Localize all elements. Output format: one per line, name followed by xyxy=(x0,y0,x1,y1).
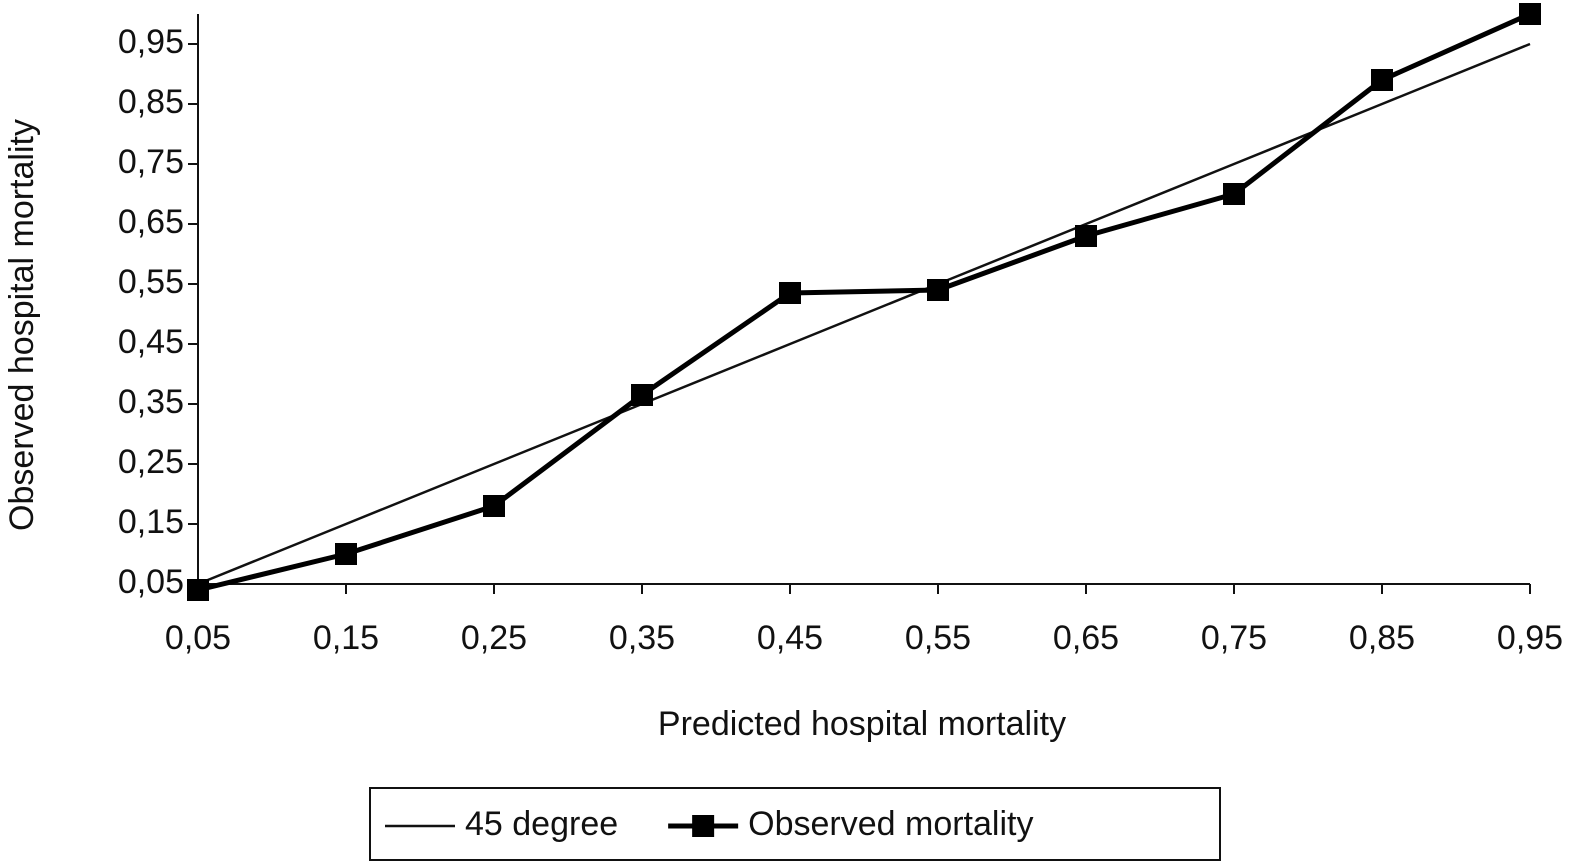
legend-label: Observed mortality xyxy=(748,805,1033,843)
marker xyxy=(1371,69,1393,91)
x-tick-label: 0,75 xyxy=(1201,619,1267,657)
marker xyxy=(927,279,949,301)
y-tick-label: 0,05 xyxy=(118,563,184,601)
x-tick-label: 0,05 xyxy=(165,619,231,657)
marker xyxy=(187,579,209,601)
marker xyxy=(1519,3,1541,25)
y-tick-label: 0,85 xyxy=(118,83,184,121)
y-tick-label: 0,75 xyxy=(118,143,184,181)
marker xyxy=(335,543,357,565)
marker xyxy=(483,495,505,517)
x-tick-label: 0,25 xyxy=(461,619,527,657)
legend-label: 45 degree xyxy=(465,805,618,843)
x-tick-label: 0,55 xyxy=(905,619,971,657)
y-tick-label: 0,55 xyxy=(118,263,184,301)
x-tick-label: 0,45 xyxy=(757,619,823,657)
x-tick-label: 0,85 xyxy=(1349,619,1415,657)
y-tick-label: 0,95 xyxy=(118,23,184,61)
x-tick-label: 0,15 xyxy=(313,619,379,657)
marker xyxy=(1075,225,1097,247)
y-axis-title: Observed hospital mortality xyxy=(3,119,41,531)
legend-marker xyxy=(692,815,715,837)
marker xyxy=(1223,183,1245,205)
marker xyxy=(779,282,801,304)
legend-box xyxy=(369,787,1221,861)
y-tick-label: 0,65 xyxy=(118,203,184,241)
y-tick-label: 0,35 xyxy=(118,383,184,421)
x-tick-label: 0,65 xyxy=(1053,619,1119,657)
y-tick-label: 0,15 xyxy=(118,503,184,541)
marker xyxy=(631,384,653,406)
y-tick-label: 0,25 xyxy=(118,443,184,481)
y-tick-label: 0,45 xyxy=(118,323,184,361)
series-line xyxy=(197,42,1531,586)
x-axis-title: Predicted hospital mortality xyxy=(658,705,1066,743)
x-tick-label: 0,35 xyxy=(609,619,675,657)
x-tick-label: 0,95 xyxy=(1497,619,1563,657)
series-line xyxy=(197,11,1532,593)
